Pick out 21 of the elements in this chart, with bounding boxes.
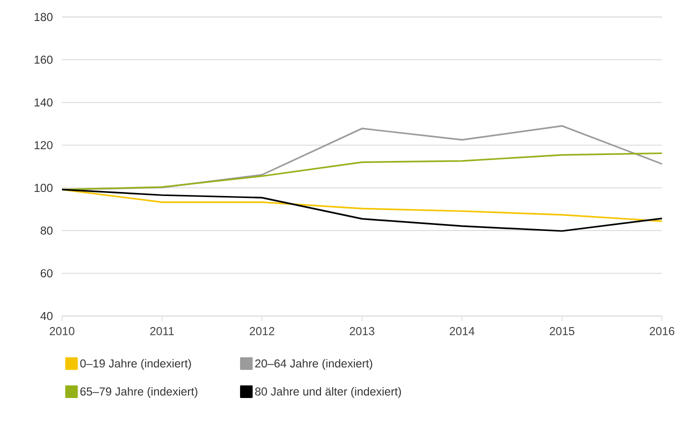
x-tick-label: 2015 <box>550 327 574 336</box>
legend-label: 0–19 Jahre (indexiert) <box>80 359 191 370</box>
x-tick-label: 2013 <box>350 327 374 336</box>
y-tick-label: 140 <box>34 98 53 106</box>
line-series <box>61 152 663 190</box>
x-tick-label: 2016 <box>650 327 674 336</box>
legend-label: 65–79 Jahre (indexiert) <box>80 387 198 398</box>
y-tick-label: 80 <box>40 226 53 235</box>
x-tick-label: 2011 <box>150 327 174 336</box>
y-tick-label: 100 <box>34 184 53 192</box>
line-series <box>61 188 663 232</box>
y-tick-label: 160 <box>34 56 53 64</box>
legend-label: 80 Jahre und älter (indexiert) <box>255 387 401 398</box>
legend-label: 20–64 Jahre (indexiert) <box>255 359 372 370</box>
x-tick-label: 2010 <box>50 327 74 336</box>
y-tick-label: 40 <box>40 312 53 320</box>
x-tick-label: 2012 <box>250 327 274 336</box>
x-tick-label: 2014 <box>450 327 474 336</box>
y-tick-label: 120 <box>34 141 53 150</box>
y-tick-label: 180 <box>34 12 53 22</box>
y-tick-label: 60 <box>40 269 53 278</box>
